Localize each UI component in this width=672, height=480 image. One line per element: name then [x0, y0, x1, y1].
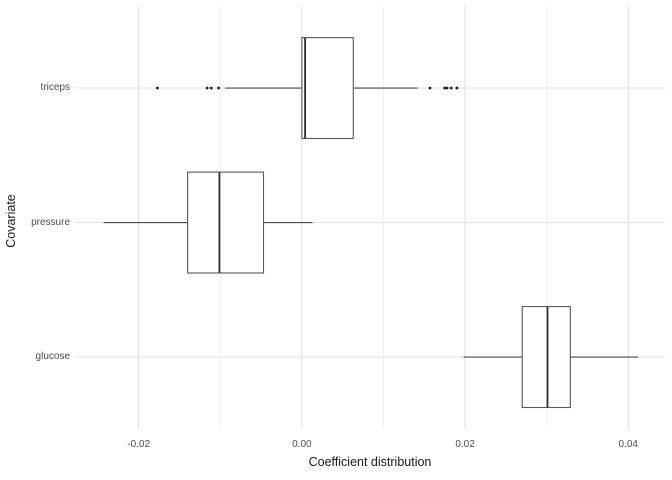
x-tick-label-002: 0.02: [455, 439, 475, 450]
box-triceps: [301, 37, 354, 140]
x-axis-title: Coefficient distribution: [308, 455, 432, 469]
x-tick-label-004: 0.04: [618, 439, 638, 450]
outlier-point-triceps: [217, 86, 221, 90]
outlier-point-triceps: [449, 86, 453, 90]
x-tick-label-000: 0.00: [292, 439, 312, 450]
box-pressure: [187, 171, 265, 274]
outlier-point-triceps: [428, 86, 432, 90]
y-tick-label-triceps: triceps: [40, 82, 70, 94]
outlier-point-triceps: [205, 86, 209, 90]
y-tick-label-pressure: pressure: [31, 216, 70, 228]
box-glucose: [521, 306, 571, 409]
outlier-point-triceps: [156, 86, 159, 90]
x-tick-label-neg002: -0.02: [127, 439, 151, 450]
outlier-point-triceps: [443, 86, 447, 90]
outlier-point-triceps: [455, 86, 459, 90]
outlier-point-triceps: [445, 86, 449, 90]
y-tick-label-glucose: glucose: [35, 351, 70, 363]
y-axis-title-text: Covariate: [3, 193, 18, 248]
outlier-point-triceps: [209, 86, 213, 90]
